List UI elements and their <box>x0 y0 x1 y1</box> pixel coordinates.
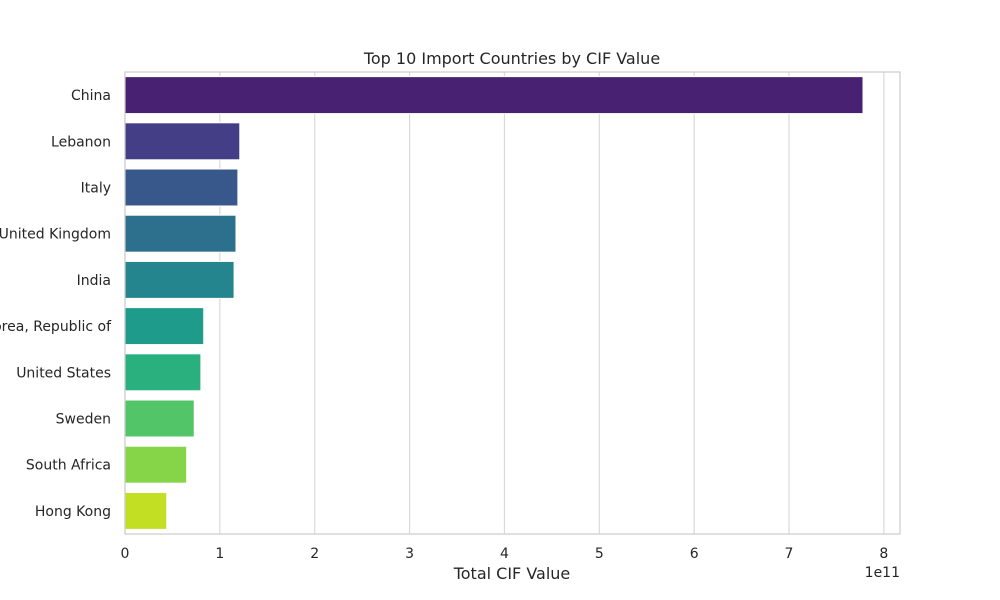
bar <box>124 399 195 438</box>
x-tick-label: 7 <box>785 546 794 562</box>
y-tick-label: India <box>77 273 111 289</box>
bar <box>124 76 864 115</box>
y-tick-label: Hong Kong <box>35 504 111 520</box>
y-tick-label: China <box>71 88 111 104</box>
bar <box>124 353 202 392</box>
plot-area-frame <box>124 71 901 535</box>
x-axis-scale-label: 1e11 <box>865 565 900 581</box>
chart-title: Top 10 Import Countries by CIF Value <box>363 49 660 68</box>
bar <box>124 491 168 530</box>
y-tick-label: Sweden <box>56 412 111 428</box>
bar <box>124 307 205 346</box>
bar <box>124 122 241 161</box>
x-tick-label: 1 <box>215 546 224 562</box>
bar <box>124 445 188 484</box>
x-tick-label: 5 <box>595 546 604 562</box>
y-tick-label: Korea, Republic of <box>0 319 112 335</box>
y-tick-label: South Africa <box>26 458 111 474</box>
x-tick-label: 8 <box>879 546 888 562</box>
x-tick-label: 0 <box>121 546 130 562</box>
y-tick-label: Italy <box>81 181 111 197</box>
bars <box>124 76 864 530</box>
x-tick-label: 2 <box>310 546 319 562</box>
bar <box>124 214 237 253</box>
y-tick-label: United Kingdom <box>0 227 111 243</box>
x-tick-label: 3 <box>405 546 414 562</box>
bar <box>124 168 239 207</box>
y-tick-label: Lebanon <box>51 134 111 150</box>
y-tick-label: United States <box>16 365 111 381</box>
x-tick-label: 6 <box>690 546 699 562</box>
bar <box>124 260 235 299</box>
x-tick-label: 4 <box>500 546 509 562</box>
x-tick-labels: 0 1 2 3 4 5 6 7 8 <box>121 546 889 562</box>
y-tick-labels: China Lebanon Italy United Kingdom India Kore… <box>0 88 112 520</box>
x-axis-title: Total CIF Value <box>453 564 571 583</box>
